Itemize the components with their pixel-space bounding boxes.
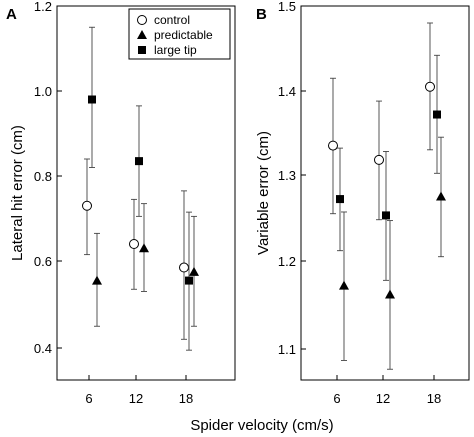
legend-label: control bbox=[154, 13, 190, 27]
legend-entry-predictable: predictable bbox=[137, 28, 213, 42]
data-marker bbox=[179, 262, 189, 273]
panel-a: A Lateral hit error (cm) 0.4 0.6 0.8 1.0 1.2… bbox=[6, 0, 236, 406]
panel-a-point-control-12 bbox=[129, 198, 139, 290]
legend-marker bbox=[138, 46, 146, 54]
panel-b-y-tick-label: 1.3 bbox=[278, 168, 296, 183]
data-marker bbox=[436, 191, 446, 201]
legend-entry-large-tip: large tip bbox=[138, 43, 197, 57]
panel-a-y-tick-label: 0.6 bbox=[34, 254, 52, 269]
panel-a-y-tick-label: 0.4 bbox=[34, 341, 52, 356]
panel-b-point-control-6 bbox=[328, 77, 338, 215]
panel-b-y-tick-label: 1.1 bbox=[278, 342, 296, 357]
panel-b-x-tick-label: 18 bbox=[427, 391, 441, 406]
panel-a-y-tick-label: 1.2 bbox=[34, 0, 52, 14]
legend-marker bbox=[137, 15, 147, 25]
panel-a-point-control-6 bbox=[82, 158, 92, 256]
data-marker bbox=[88, 95, 96, 104]
data-marker bbox=[385, 289, 395, 299]
panel-b-plot-frame bbox=[300, 5, 470, 381]
panel-b-point-predictable-18 bbox=[436, 136, 446, 258]
panel-a-data-marks bbox=[82, 26, 199, 351]
data-marker bbox=[92, 275, 102, 285]
panel-b-point-control-12 bbox=[374, 100, 384, 221]
panel-a-x-tick-label: 12 bbox=[129, 391, 143, 406]
panel-b-y-tick-label: 1.4 bbox=[278, 84, 296, 99]
panel-b-x-axis: 6 12 18 bbox=[333, 375, 441, 406]
panel-b-point-large-tip-12 bbox=[382, 151, 390, 281]
panel-a-label: A bbox=[6, 6, 17, 23]
data-marker bbox=[336, 195, 344, 204]
data-marker bbox=[425, 81, 435, 92]
data-marker bbox=[339, 280, 349, 290]
panel-b-ylabel: Variable error (cm) bbox=[255, 131, 272, 255]
panel-b-y-tick-label: 1.5 bbox=[278, 0, 296, 14]
legend-marker bbox=[137, 30, 147, 39]
panel-a-x-axis: 6 12 18 bbox=[85, 375, 193, 406]
panel-a-y-tick-label: 1.0 bbox=[34, 84, 52, 99]
panel-a-point-large-tip-6 bbox=[88, 26, 96, 168]
panel-b-point-control-18 bbox=[425, 22, 435, 151]
data-marker bbox=[189, 266, 199, 276]
panel-a-point-large-tip-18 bbox=[185, 211, 193, 351]
panel-b-point-large-tip-18 bbox=[433, 54, 441, 174]
data-marker bbox=[382, 211, 390, 220]
panel-b-point-predictable-6 bbox=[339, 211, 349, 361]
panel-b-point-large-tip-6 bbox=[336, 147, 344, 252]
panel-a-point-large-tip-12 bbox=[135, 105, 143, 217]
panel-a-point-control-18 bbox=[179, 190, 189, 340]
legend-label: predictable bbox=[154, 28, 213, 42]
panel-a-ylabel: Lateral hit error (cm) bbox=[9, 125, 26, 261]
panel-b-y-tick-label: 1.2 bbox=[278, 254, 296, 269]
panel-a-x-tick-label: 6 bbox=[85, 391, 92, 406]
panel-b-x-tick-label: 12 bbox=[376, 391, 390, 406]
data-marker bbox=[374, 154, 384, 165]
data-marker bbox=[328, 140, 338, 151]
data-marker bbox=[82, 200, 92, 211]
data-marker bbox=[185, 276, 193, 285]
legend-label: large tip bbox=[154, 43, 197, 57]
panel-a-plot-frame bbox=[56, 5, 236, 381]
panel-b-label: B bbox=[256, 6, 267, 23]
data-marker bbox=[135, 157, 143, 166]
legend-entry-control: control bbox=[137, 13, 190, 27]
panel-b-point-predictable-12 bbox=[385, 220, 395, 370]
panel-a-point-predictable-18 bbox=[189, 215, 199, 327]
panel-b-data-marks bbox=[328, 22, 446, 370]
panel-a-x-tick-label: 18 bbox=[179, 391, 193, 406]
data-marker bbox=[129, 239, 139, 249]
panel-a-point-predictable-12 bbox=[139, 203, 149, 292]
panel-b: B Variable error (cm) 1.1 1.2 1.3 1.4 1.5 6 1… bbox=[255, 0, 470, 406]
data-marker bbox=[139, 243, 149, 253]
figure-xlabel: Spider velocity (cm/s) bbox=[190, 417, 333, 434]
panel-a-y-tick-label: 0.8 bbox=[34, 169, 52, 184]
panel-a-point-predictable-6 bbox=[92, 232, 102, 327]
panel-a-y-axis: 0.4 0.6 0.8 1.0 1.2 bbox=[34, 0, 62, 356]
data-marker bbox=[433, 110, 441, 119]
panel-b-x-tick-label: 6 bbox=[333, 391, 340, 406]
panel-b-y-axis: 1.1 1.2 1.3 1.4 1.5 bbox=[278, 0, 306, 357]
